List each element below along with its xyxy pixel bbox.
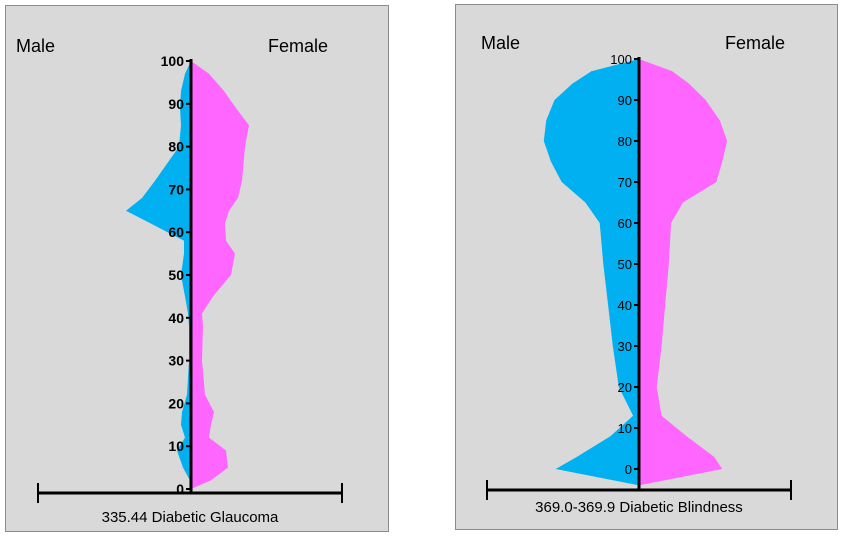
series-area-male <box>126 61 191 489</box>
y-tick-label: 40 <box>618 298 632 313</box>
y-tick-label: 80 <box>618 134 632 149</box>
y-tick-label: 50 <box>168 267 184 283</box>
y-tick-label: 10 <box>168 438 184 454</box>
y-tick-label: 50 <box>618 257 632 272</box>
y-tick-label: 60 <box>618 216 632 231</box>
chart-panel-blindness: 0 10 20 30 40 50 60 70 80 90 100 Male Female 369.0… <box>455 4 838 530</box>
y-tick-label: 0 <box>625 462 632 477</box>
y-tick-label: 90 <box>168 96 184 112</box>
y-tick-label: 40 <box>168 310 184 326</box>
y-tick-label: 90 <box>618 93 632 108</box>
series-area-female <box>639 59 728 486</box>
male-label: Male <box>16 36 55 56</box>
x-axis-title: 335.44 Diabetic Glaucoma <box>102 509 279 526</box>
y-tick-label: 10 <box>618 421 632 436</box>
y-tick-label: 60 <box>168 224 184 240</box>
y-tick-label: 70 <box>618 175 632 190</box>
y-tick-label: 30 <box>618 339 632 354</box>
series-area-female <box>191 61 249 489</box>
series-area-male <box>543 59 639 486</box>
pyramid-chart-blindness: 0 10 20 30 40 50 60 70 80 90 100 Male Female 369.0… <box>481 33 792 516</box>
y-tick-label: 80 <box>168 139 184 155</box>
y-tick-label: 20 <box>168 395 184 411</box>
y-tick-label: 100 <box>610 52 632 67</box>
male-label: Male <box>481 33 520 53</box>
y-tick-label: 30 <box>168 353 184 369</box>
y-tick-label: 70 <box>168 181 184 197</box>
y-tick-label: 20 <box>618 380 632 395</box>
chart-panel-glaucoma: 0 10 20 30 40 50 60 70 80 90 100 Male Female 335.4… <box>5 5 389 532</box>
female-label: Female <box>268 36 328 56</box>
y-tick-label: 100 <box>161 53 185 69</box>
y-tick-label: 0 <box>176 481 184 497</box>
female-label: Female <box>725 33 785 53</box>
x-axis-title: 369.0-369.9 Diabetic Blindness <box>535 499 743 516</box>
pyramid-chart-glaucoma: 0 10 20 30 40 50 60 70 80 90 100 Male Female 335.4… <box>16 36 343 526</box>
